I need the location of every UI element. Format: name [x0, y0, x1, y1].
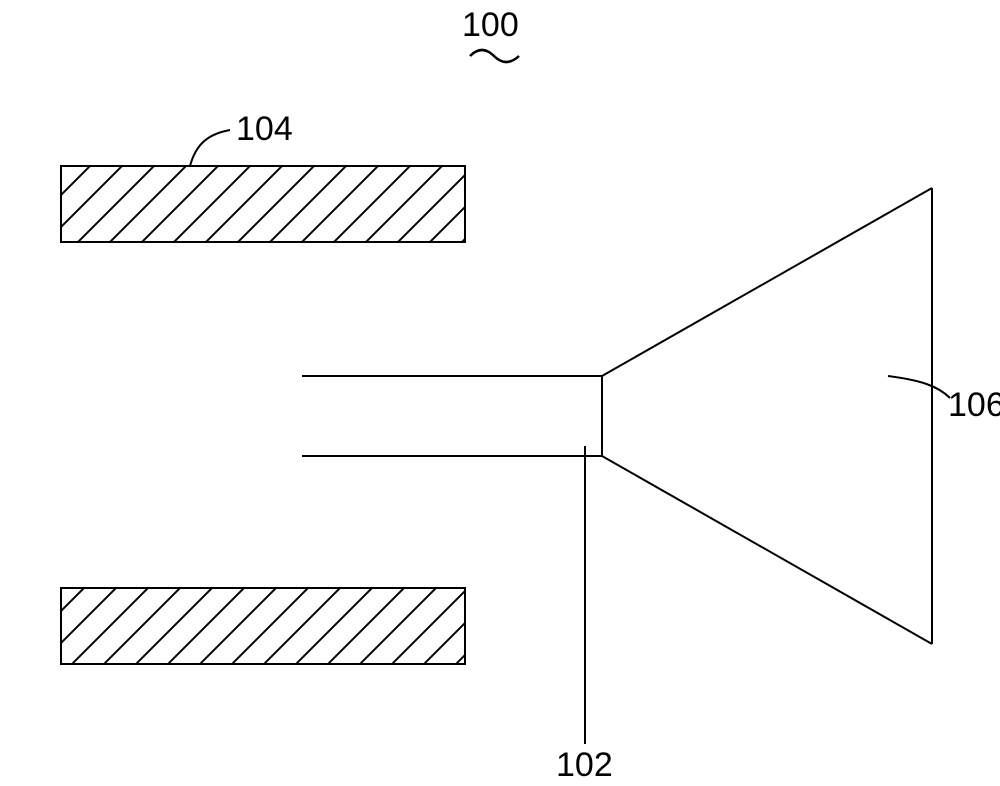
tilde-icon [470, 50, 519, 62]
tube [302, 376, 602, 456]
label-102: 102 [556, 746, 613, 784]
assembly-label: 100 [462, 6, 519, 44]
leader-106 [888, 376, 950, 398]
top-hatched-bar [61, 166, 465, 242]
label-104: 104 [236, 110, 293, 148]
label-106: 106 [948, 386, 1000, 424]
cone-shape [602, 188, 932, 644]
technical-diagram: 100 104 106 102 [0, 0, 1000, 786]
leader-104 [190, 130, 230, 166]
bottom-hatched-bar [61, 588, 465, 664]
